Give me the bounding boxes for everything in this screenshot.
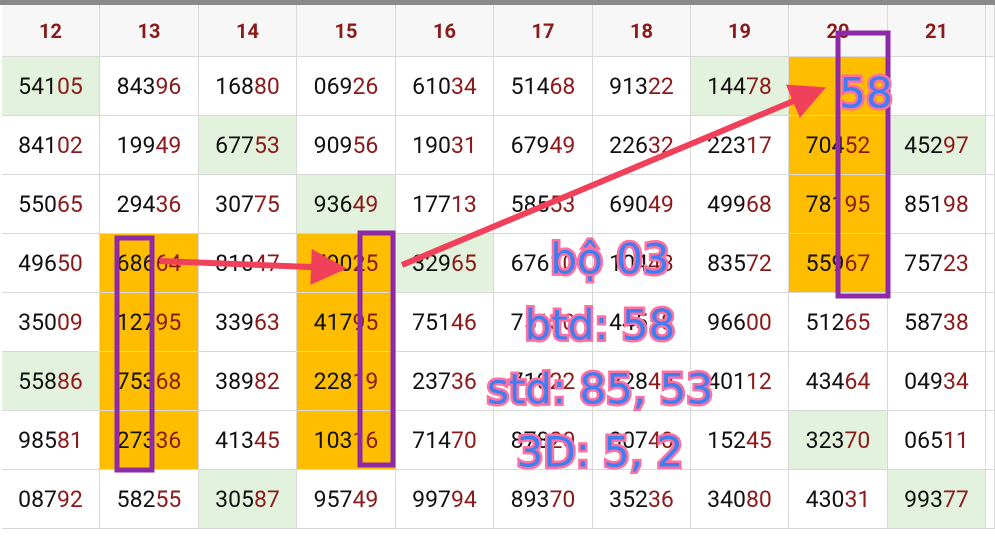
number-cell: 305 87 <box>199 470 297 529</box>
number-cell: 751 46 <box>396 293 494 352</box>
number-cell: 237 36 <box>396 352 494 411</box>
arrow <box>400 84 827 268</box>
number-cell: 714 70 <box>396 411 494 470</box>
column-header: 17 <box>494 5 593 57</box>
number-cell: 144 78 <box>691 57 789 116</box>
number-cell: 228 49 <box>593 352 691 411</box>
annotation: 3D: 5, 2 <box>517 428 684 477</box>
number-cell: 710 22 <box>494 352 593 411</box>
number-cell: 512 65 <box>789 293 888 352</box>
number-cell: 751 30 <box>494 293 593 352</box>
top-bar <box>0 0 995 5</box>
column-header: 18 <box>593 5 691 57</box>
number-cell: 676 10 <box>494 234 593 293</box>
number-cell: 352 36 <box>593 470 691 529</box>
number-cell: 690 49 <box>593 175 691 234</box>
number-cell: 499 68 <box>691 175 789 234</box>
number-cell: 541 05 <box>2 57 100 116</box>
number-cell: 223 17 <box>691 116 789 175</box>
number-cell: 177 13 <box>396 175 494 234</box>
number-cell: 757 23 <box>888 234 986 293</box>
number-cell: 835 72 <box>691 234 789 293</box>
number-cell: 228 19 <box>297 352 396 411</box>
number-cell: 610 34 <box>396 57 494 116</box>
number-cell: 104 43 <box>593 234 691 293</box>
number-cell: 307 75 <box>199 175 297 234</box>
annotation: btd: 58 <box>525 301 676 350</box>
highlight-box <box>114 235 155 473</box>
number-cell: 069 26 <box>297 57 396 116</box>
number-cell <box>888 57 986 116</box>
number-cell: 307 40 <box>593 411 691 470</box>
number-cell: 190 31 <box>396 116 494 175</box>
arrow <box>159 249 347 286</box>
annotation: 58 <box>839 69 892 118</box>
column-header: 13 <box>100 5 199 57</box>
number-cell: 323 70 <box>789 411 888 470</box>
number-cell: 587 38 <box>888 293 986 352</box>
column-header: 12 <box>2 5 100 57</box>
number-cell: 199 49 <box>100 116 199 175</box>
column-header: 21 <box>888 5 986 57</box>
number-cell: 558 86 <box>2 352 100 411</box>
number-cell: 841 02 <box>2 116 100 175</box>
annotation: std: 85, 53 <box>487 365 713 414</box>
number-cell: 851 98 <box>888 175 986 234</box>
number-cell: 997 94 <box>396 470 494 529</box>
number-cell: 413 45 <box>199 411 297 470</box>
number-cell: 679 49 <box>494 116 593 175</box>
number-cell: 430 31 <box>789 470 888 529</box>
number-cell: 445 58 <box>593 293 691 352</box>
number-cell: 065 11 <box>888 411 986 470</box>
number-cell: 294 36 <box>100 175 199 234</box>
column-header: 16 <box>396 5 494 57</box>
number-cell: 993 77 <box>888 470 986 529</box>
number-cell: 878 20 <box>494 411 593 470</box>
number-cell: 582 55 <box>100 470 199 529</box>
highlight-box <box>835 30 891 299</box>
number-cell: 913 22 <box>593 57 691 116</box>
column-header: 15 <box>297 5 396 57</box>
column-header: 14 <box>199 5 297 57</box>
number-cell: 496 50 <box>2 234 100 293</box>
number-cell: 389 82 <box>199 352 297 411</box>
number-cell: 417 95 <box>297 293 396 352</box>
number-cell: 103 16 <box>297 411 396 470</box>
number-cell: 168 80 <box>199 57 297 116</box>
number-cell: 049 34 <box>888 352 986 411</box>
number-cell: 087 92 <box>2 470 100 529</box>
number-cell: 350 09 <box>2 293 100 352</box>
number-cell: 152 45 <box>691 411 789 470</box>
highlight-box <box>357 230 396 468</box>
number-cell: 843 96 <box>100 57 199 116</box>
number-cell: 452 97 <box>888 116 986 175</box>
number-cell: 957 49 <box>297 470 396 529</box>
number-cell: 550 65 <box>2 175 100 234</box>
annotation: bộ 03 <box>550 235 669 284</box>
number-cell: 434 64 <box>789 352 888 411</box>
number-cell: 401 12 <box>691 352 789 411</box>
number-cell: 985 81 <box>2 411 100 470</box>
number-cell: 340 80 <box>691 470 789 529</box>
number-cell: 936 49 <box>297 175 396 234</box>
number-cell: 514 68 <box>494 57 593 116</box>
number-cell: 893 70 <box>494 470 593 529</box>
number-cell: 677 53 <box>199 116 297 175</box>
number-cell: 339 63 <box>199 293 297 352</box>
number-cell: 966 00 <box>691 293 789 352</box>
number-cell: 909 56 <box>297 116 396 175</box>
column-header: 19 <box>691 5 789 57</box>
